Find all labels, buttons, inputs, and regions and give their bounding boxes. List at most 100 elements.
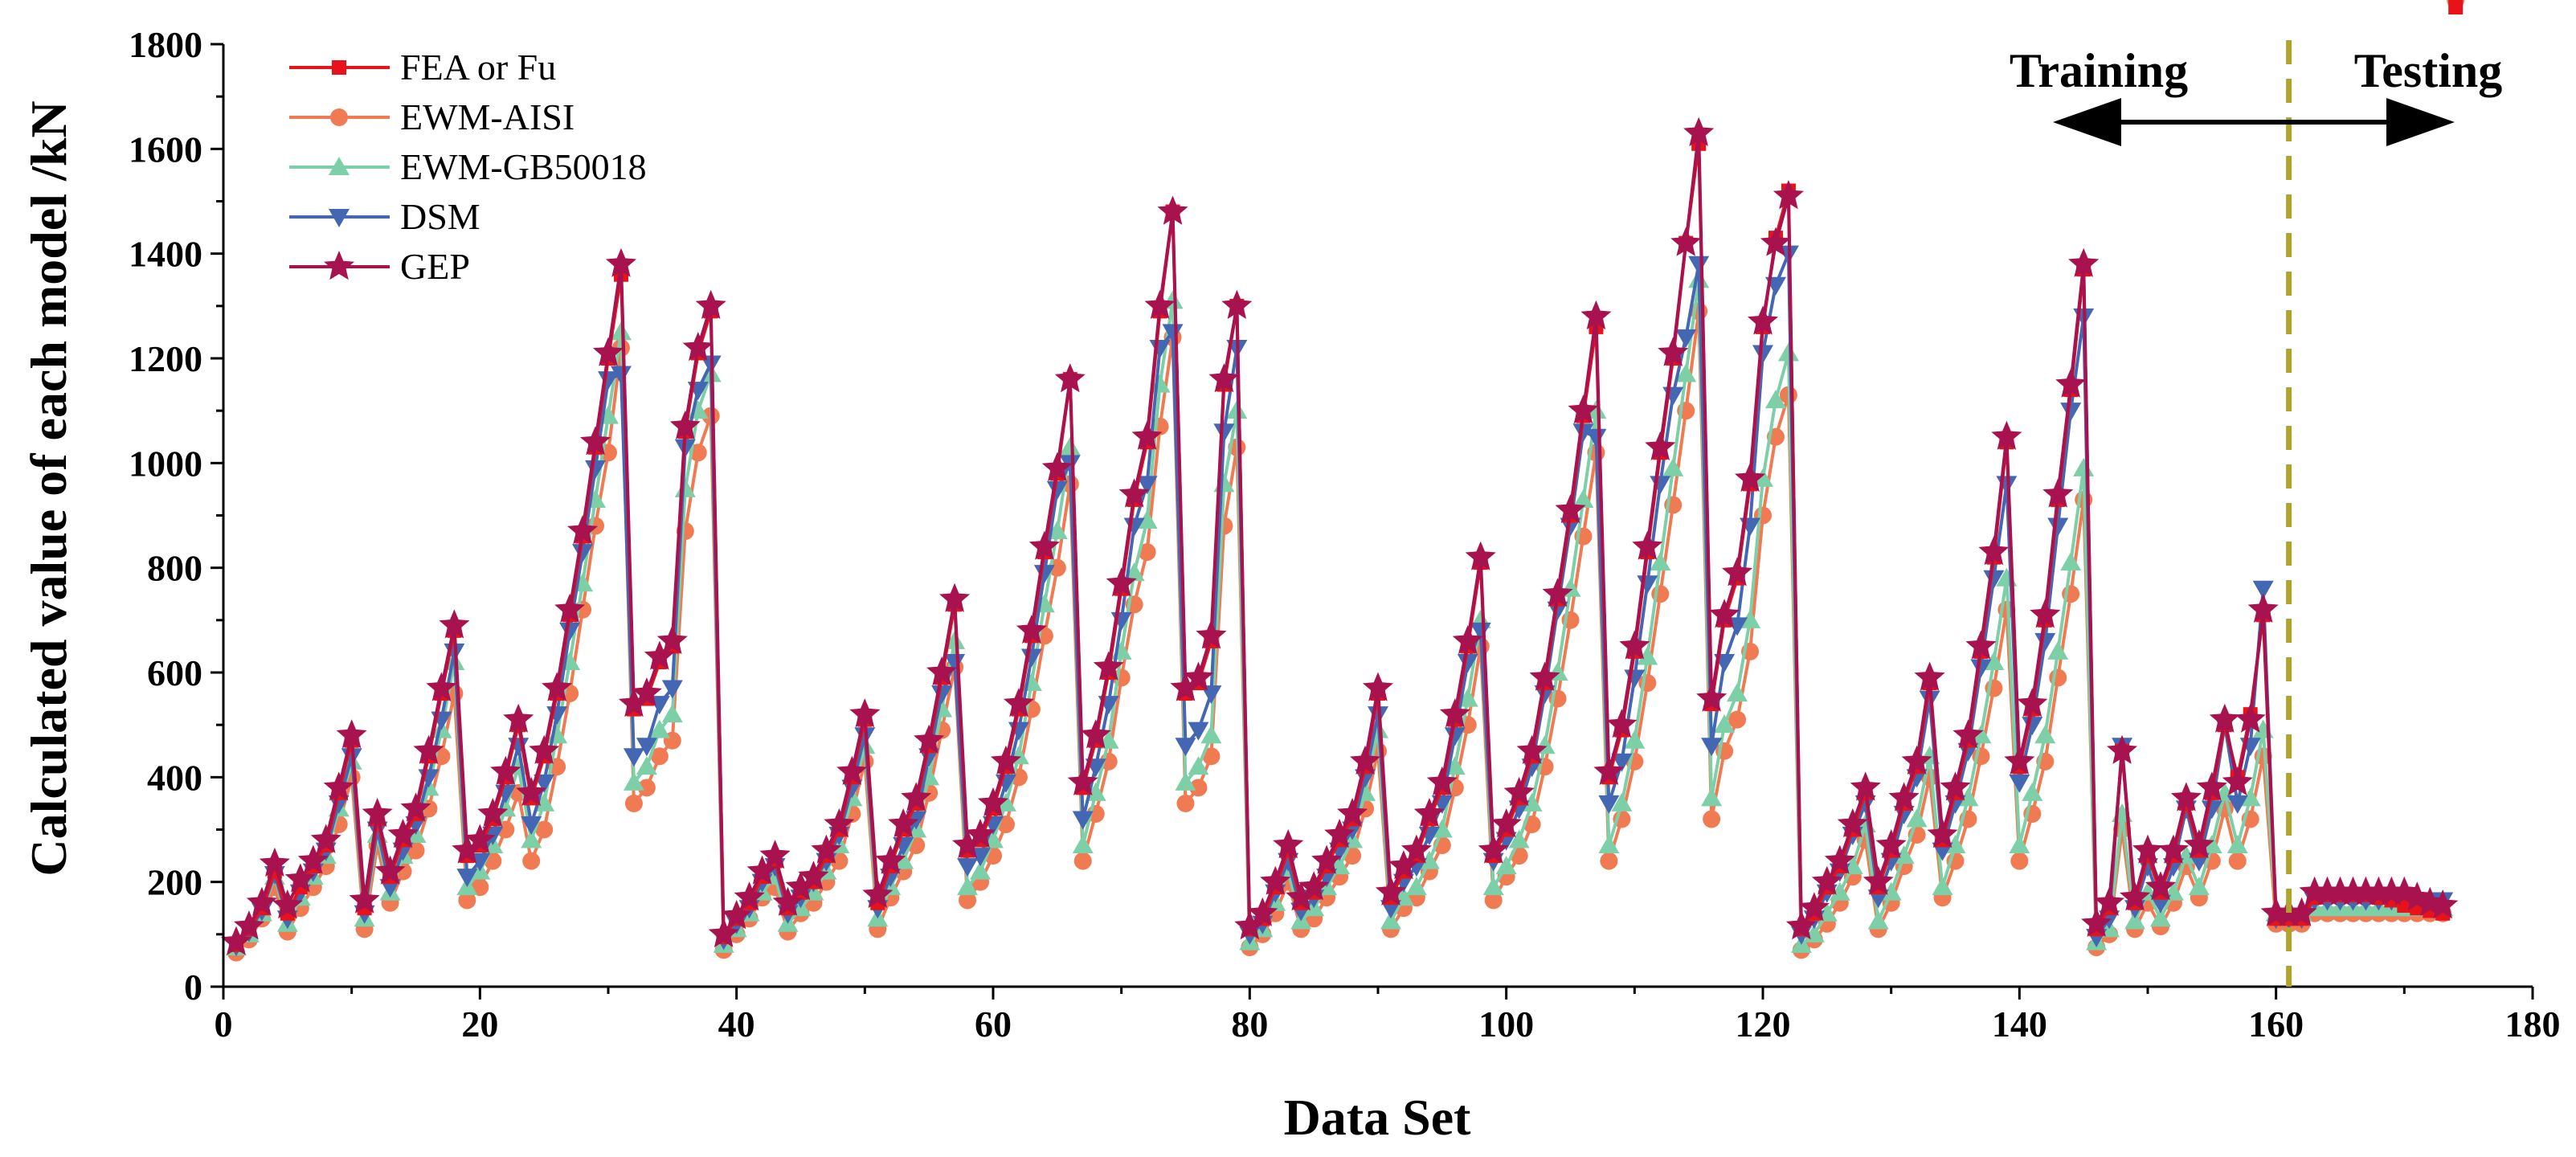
data-point xyxy=(1542,578,1573,607)
data-point xyxy=(1862,865,1894,895)
data-point xyxy=(944,630,966,649)
data-point xyxy=(1580,300,1612,329)
data-point xyxy=(1405,877,1427,896)
data-point xyxy=(2201,835,2222,854)
data-point xyxy=(310,824,341,853)
data-point xyxy=(1701,787,1723,807)
data-point xyxy=(965,819,996,848)
data-point xyxy=(618,688,649,718)
data-point xyxy=(2124,910,2146,930)
data-point xyxy=(1170,672,1201,701)
data-point xyxy=(1637,646,1658,665)
data-point xyxy=(1431,819,1453,838)
data-point xyxy=(888,808,919,838)
data-point xyxy=(2427,889,2459,919)
data-point xyxy=(656,624,688,655)
data-point xyxy=(631,677,662,707)
data-point xyxy=(1189,779,1208,797)
data-point xyxy=(689,444,707,462)
data-point xyxy=(893,850,914,869)
y-tick-label: 1200 xyxy=(129,338,202,379)
data-point xyxy=(1952,719,1984,749)
legend-label: DSM xyxy=(400,196,480,237)
axes: 0 20 40 60 80 100 120 140 160 180 0 200 400 600 800 10… xyxy=(20,24,2561,1146)
legend-label: FEA or Fu xyxy=(400,47,556,88)
data-point xyxy=(1991,420,2022,450)
data-point xyxy=(1136,476,1158,495)
data-point xyxy=(2247,593,2279,623)
data-point xyxy=(1983,570,2005,589)
data-point xyxy=(1727,683,1748,702)
legend-item: DSM xyxy=(289,196,480,237)
data-point xyxy=(542,672,573,701)
data-point xyxy=(1773,180,1804,210)
data-point xyxy=(1824,844,1855,874)
data-point xyxy=(1683,117,1715,146)
data-point xyxy=(2145,871,2176,901)
data-point xyxy=(1888,782,1920,812)
data-point xyxy=(233,910,264,940)
data-point xyxy=(1675,329,1697,348)
data-point xyxy=(1850,771,1881,801)
x-tick-label: 180 xyxy=(2505,1004,2561,1045)
data-point xyxy=(1041,452,1073,481)
data-point xyxy=(1585,428,1607,448)
legend: FEA or Fu EWM-AISI EWM-GB50018 DSM GEP xyxy=(289,47,647,287)
data-point xyxy=(2157,834,2189,864)
data-point xyxy=(1413,798,1445,828)
plot-area xyxy=(220,0,2465,962)
data-point xyxy=(2009,774,2030,793)
data-point xyxy=(1650,552,1671,571)
data-point xyxy=(400,792,431,822)
data-point xyxy=(1136,510,1158,529)
data-point xyxy=(1619,630,1650,660)
data-point xyxy=(914,724,945,754)
x-tick-label: 80 xyxy=(1231,1004,1268,1045)
data-point xyxy=(944,653,966,673)
data-point xyxy=(471,878,489,897)
data-point xyxy=(1444,727,1466,746)
data-point xyxy=(2149,908,2171,927)
data-point xyxy=(458,891,476,910)
data-point xyxy=(1785,910,1817,940)
data-point xyxy=(1033,565,1055,584)
legend-label: EWM-GB50018 xyxy=(400,146,647,187)
data-point xyxy=(1118,478,1150,508)
data-point xyxy=(1670,227,1702,256)
data-point xyxy=(1298,871,1330,901)
data-point xyxy=(1688,256,1710,275)
data-point xyxy=(1722,557,1753,587)
data-point xyxy=(1221,289,1253,319)
data-point xyxy=(220,926,251,955)
data-point xyxy=(1457,688,1478,707)
data-point xyxy=(926,656,958,686)
data-point xyxy=(1572,423,1594,443)
data-point xyxy=(2239,787,2261,807)
data-point xyxy=(1714,714,1736,734)
data-point xyxy=(669,410,701,439)
data-point xyxy=(1176,794,1195,812)
data-point xyxy=(1400,834,1432,864)
data-point xyxy=(1200,725,1222,744)
data-point xyxy=(746,855,778,885)
data-point xyxy=(1188,756,1209,775)
data-point xyxy=(695,289,726,319)
data-point xyxy=(1273,829,1304,859)
data-point xyxy=(1046,480,1068,500)
data-point xyxy=(1957,787,1979,807)
data-point xyxy=(1970,725,1992,744)
data-point xyxy=(1944,835,1966,854)
data-point xyxy=(2196,771,2227,801)
data-point xyxy=(2235,703,2266,733)
x-ticks: 0 20 40 60 80 100 120 140 160 180 xyxy=(215,987,2561,1045)
data-point xyxy=(477,798,509,828)
data-point xyxy=(1837,808,1868,838)
data-point xyxy=(2120,881,2151,911)
data-point xyxy=(1521,792,1543,812)
data-point xyxy=(426,672,457,701)
data-point xyxy=(1106,567,1137,597)
data-point xyxy=(521,829,542,848)
data-point xyxy=(650,747,669,766)
data-point xyxy=(374,855,406,885)
